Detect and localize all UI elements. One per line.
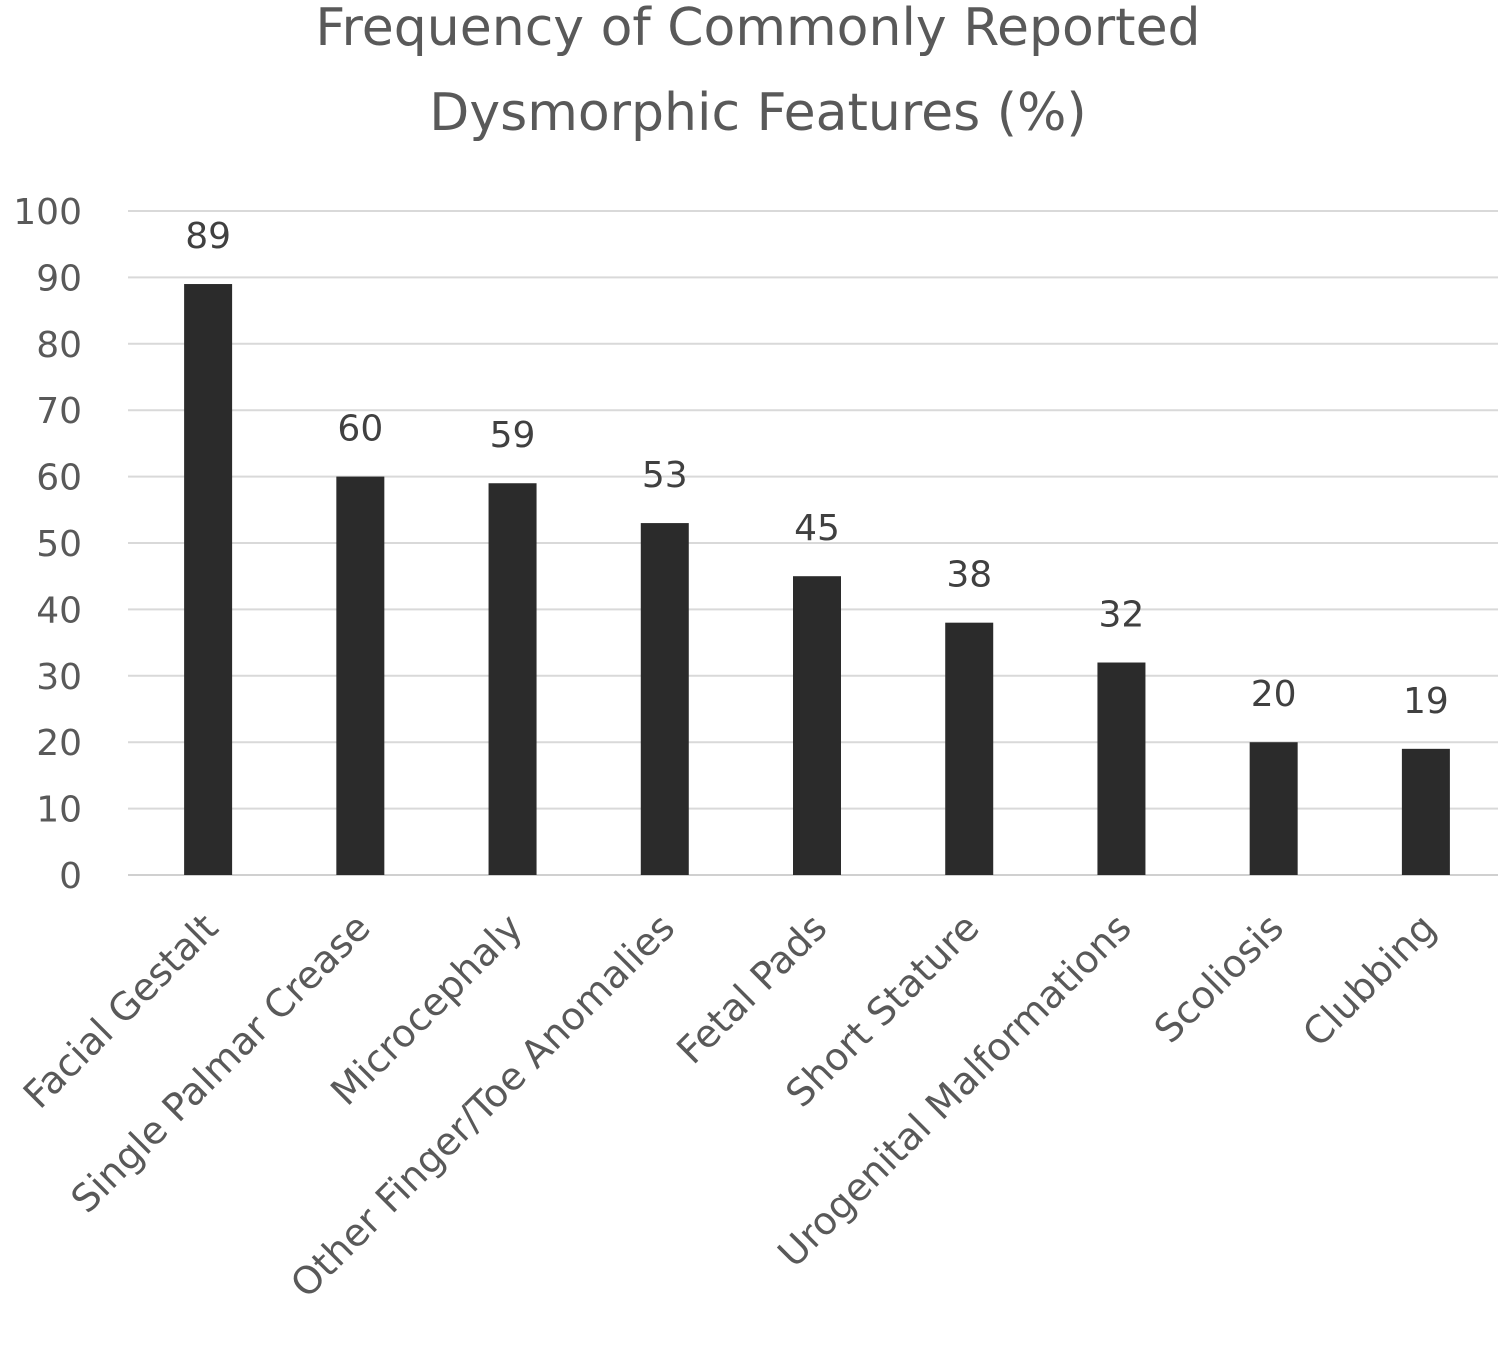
data-label: 38 <box>946 555 992 596</box>
data-label: 20 <box>1251 674 1297 715</box>
chart-title-line-1: Frequency of Commonly Reported <box>315 0 1200 58</box>
x-category-label: Single Palmar Crease <box>63 905 379 1221</box>
y-tick-label: 40 <box>36 590 82 631</box>
y-tick-label: 90 <box>36 258 82 299</box>
x-category-label: Fetal Pads <box>668 905 835 1072</box>
chart-title: Frequency of Commonly Reported Dysmorphi… <box>315 0 1200 143</box>
x-category-label: Clubbing <box>1294 905 1444 1055</box>
bar <box>640 523 689 875</box>
data-label: 32 <box>1099 595 1145 636</box>
y-axis-ticks: 0 10 20 30 40 50 60 70 80 90 100 <box>13 192 82 897</box>
data-label: 59 <box>490 415 536 456</box>
y-tick-label: 0 <box>59 856 82 897</box>
data-label: 60 <box>337 409 383 450</box>
y-tick-label: 50 <box>36 524 82 565</box>
chart-title-line-2: Dysmorphic Features (%) <box>429 83 1086 143</box>
data-labels: 89 60 59 53 45 38 32 20 19 <box>185 216 1449 722</box>
bar <box>184 284 233 875</box>
data-label: 89 <box>185 216 231 257</box>
bar <box>945 622 994 875</box>
bar <box>488 483 537 875</box>
bar <box>336 476 385 875</box>
x-category-label: Scoliosis <box>1146 905 1292 1051</box>
bar <box>793 576 841 875</box>
bar <box>1249 742 1298 875</box>
y-tick-label: 10 <box>36 790 82 831</box>
data-label: 45 <box>794 508 840 549</box>
y-tick-label: 100 <box>13 192 82 233</box>
bar <box>1097 662 1146 875</box>
bars <box>184 284 1450 875</box>
y-tick-label: 20 <box>36 723 82 764</box>
y-tick-label: 70 <box>36 391 82 432</box>
y-tick-label: 60 <box>36 458 82 499</box>
data-label: 19 <box>1403 681 1449 722</box>
y-tick-label: 30 <box>36 657 82 698</box>
data-label: 53 <box>642 455 688 496</box>
bar <box>1401 748 1450 875</box>
y-tick-label: 80 <box>36 325 82 366</box>
